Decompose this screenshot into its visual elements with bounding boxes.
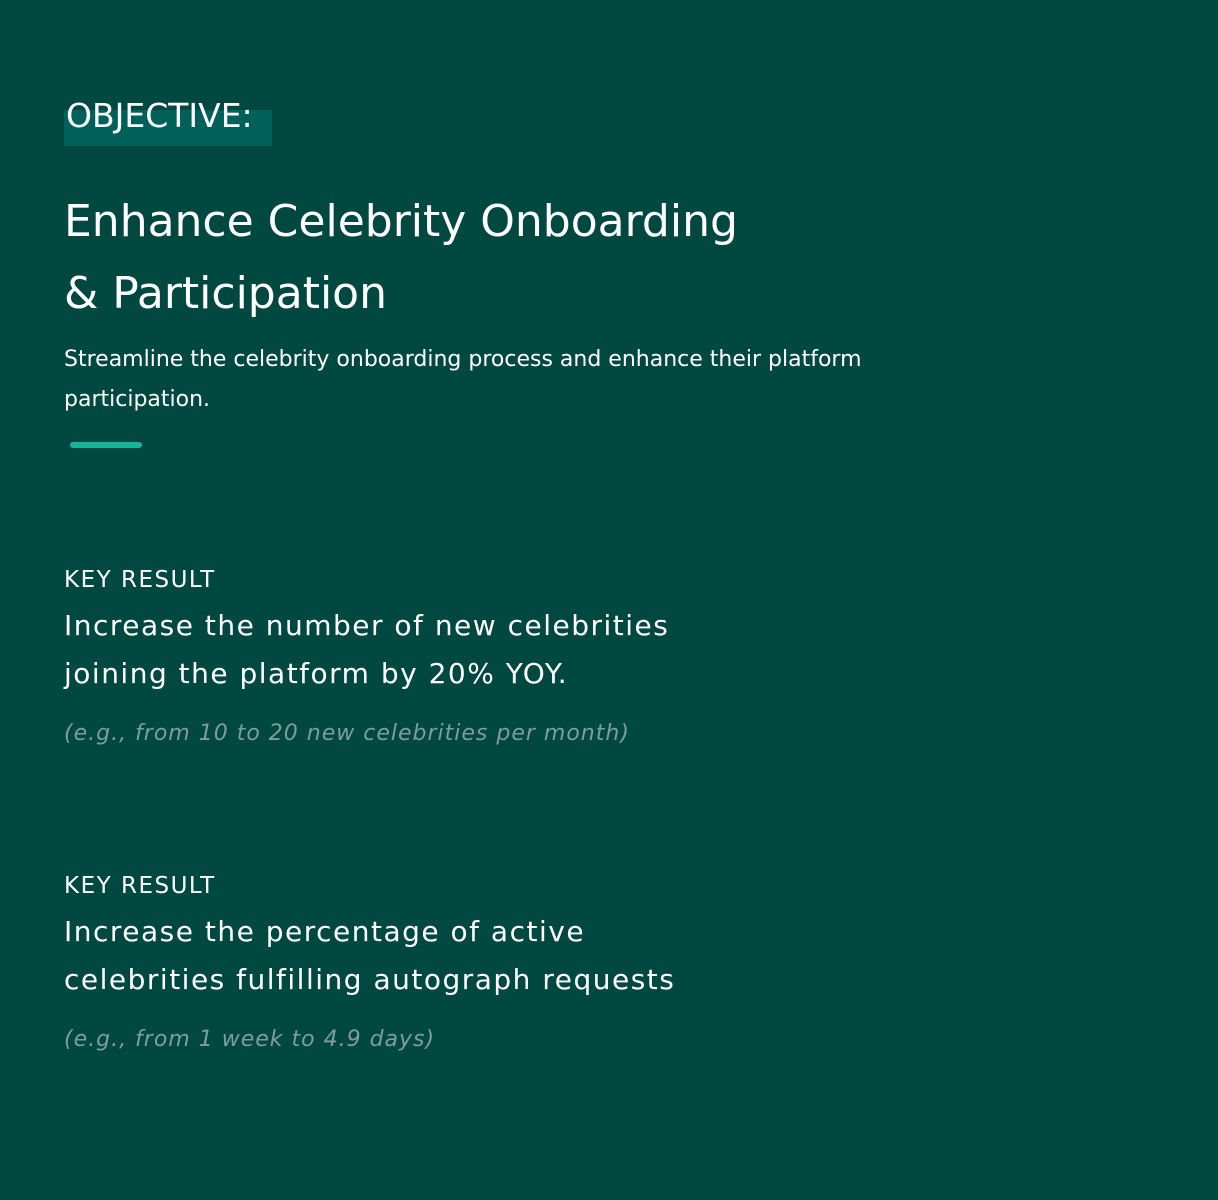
objective-tag: OBJECTIVE:	[64, 96, 272, 146]
key-result-label: KEY RESULT	[64, 567, 216, 593]
key-result-text-line: Increase the number of new celebrities	[64, 609, 670, 642]
key-result-text-line: joining the platform by 20% YOY.	[64, 657, 569, 690]
key-result: KEY RESULT Increase the number of new ce…	[64, 562, 1064, 750]
key-result-text: Increase the percentage of active celebr…	[64, 908, 1064, 1004]
key-result-example: (e.g., from 10 to 20 new celebrities per…	[64, 721, 630, 746]
key-result: KEY RESULT Increase the percentage of ac…	[64, 868, 1064, 1056]
objective-tag-label: OBJECTIVE:	[66, 96, 253, 135]
key-result-text-line: Increase the percentage of active	[64, 915, 586, 948]
objective-title-line: Enhance Celebrity Onboarding	[64, 196, 738, 247]
key-result-text-line: celebrities fulfilling autograph request…	[64, 963, 676, 996]
accent-divider	[70, 442, 142, 448]
objective-subtitle-line: participation.	[64, 387, 211, 412]
key-result-label: KEY RESULT	[64, 873, 216, 899]
objective-subtitle: Streamline the celebrity onboarding proc…	[64, 340, 1124, 420]
key-result-text: Increase the number of new celebrities j…	[64, 602, 1064, 698]
objective-tag-highlight	[64, 110, 272, 146]
key-result-example: (e.g., from 1 week to 4.9 days)	[64, 1027, 436, 1052]
objective-subtitle-line: Streamline the celebrity onboarding proc…	[64, 347, 862, 372]
objective-title: Enhance Celebrity Onboarding & Participa…	[64, 186, 1064, 330]
objective-title-line: & Participation	[64, 268, 387, 319]
